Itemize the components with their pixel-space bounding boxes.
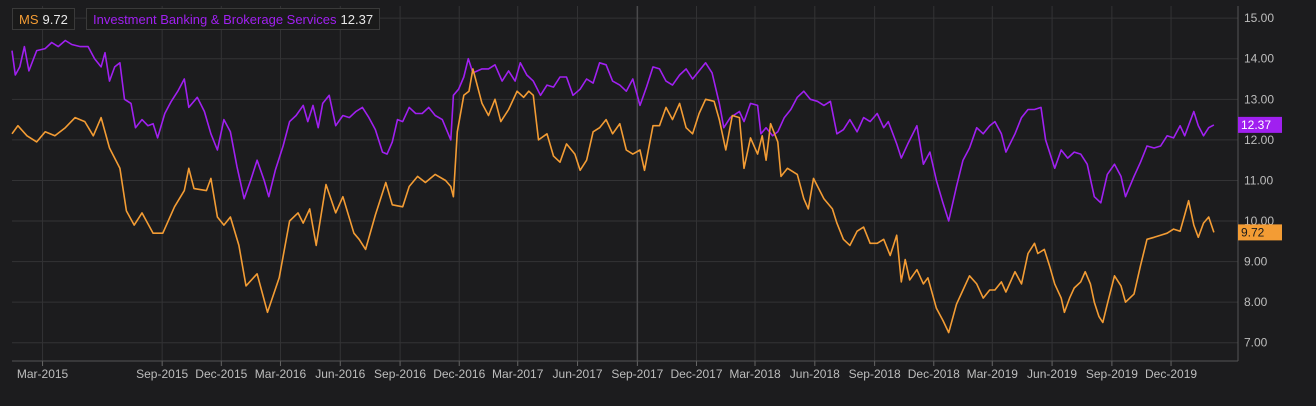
y-tick-label: 11.00 xyxy=(1244,173,1273,187)
y-axis: 7.008.009.0010.0011.0012.0013.0014.0015.… xyxy=(1237,6,1274,361)
peer-last-value-tag: 12.37 xyxy=(1241,118,1271,132)
y-tick-label: 14.00 xyxy=(1244,52,1274,66)
series-layer xyxy=(11,39,1215,334)
x-tick-label: Jun-2018 xyxy=(790,367,840,381)
x-tick-label: Dec-2015 xyxy=(195,367,247,381)
x-tick-label: Dec-2018 xyxy=(908,367,960,381)
y-tick-label: 12.00 xyxy=(1244,133,1274,147)
x-tick-label: Dec-2019 xyxy=(1145,367,1197,381)
x-tick-label: Sep-2015 xyxy=(136,367,188,381)
y-tick-label: 8.00 xyxy=(1244,295,1268,309)
grid-lines xyxy=(12,6,1238,361)
peer-last-value-tag-bg xyxy=(1238,116,1282,133)
y-tick-label: 9.00 xyxy=(1244,255,1268,269)
ms-last-value-tag-bg xyxy=(1238,224,1282,241)
x-tick-label: Dec-2016 xyxy=(433,367,485,381)
y-tick-label: 13.00 xyxy=(1244,92,1274,106)
x-tick-label: Sep-2016 xyxy=(374,367,426,381)
legend-ms-label: MS xyxy=(19,11,39,27)
x-tick-label: Dec-2017 xyxy=(670,367,722,381)
ms-series-line xyxy=(11,68,1215,334)
legend-ms-value: 9.72 xyxy=(42,11,68,27)
x-tick-label: Sep-2019 xyxy=(1086,367,1138,381)
peer-series-line xyxy=(11,39,1215,222)
x-tick-label: Mar-2018 xyxy=(729,367,781,381)
x-tick-label: Jun-2019 xyxy=(1027,367,1077,381)
ms-last-value-tag: 9.72 xyxy=(1241,225,1265,239)
legend-peer-value: 12.37 xyxy=(340,11,374,27)
x-tick-label: Mar-2019 xyxy=(967,367,1019,381)
legend-peer-label: Investment Banking & Brokerage Services xyxy=(93,11,337,27)
y-tick-label: 7.00 xyxy=(1244,336,1268,350)
x-tick-label: Mar-2017 xyxy=(492,367,544,381)
x-tick-label: Jun-2016 xyxy=(315,367,365,381)
x-tick-label: Mar-2015 xyxy=(17,367,69,381)
x-tick-label: Mar-2016 xyxy=(255,367,307,381)
plot-background xyxy=(12,6,1238,361)
last-value-tags: 9.72 12.37 xyxy=(1238,116,1282,241)
x-tick-label: Sep-2018 xyxy=(849,367,901,381)
legend-ms: MS 9.72 xyxy=(12,8,75,30)
x-tick-label: Jun-2017 xyxy=(553,367,603,381)
y-tick-label: 15.00 xyxy=(1244,11,1274,25)
legend-peer: Investment Banking & Brokerage Services … xyxy=(86,8,381,30)
x-axis: Mar-2015 Sep-2015 Dec-2015 Mar-2016 Jun-2016… xyxy=(12,360,1238,381)
x-tick-label: Sep-2017 xyxy=(611,367,663,381)
